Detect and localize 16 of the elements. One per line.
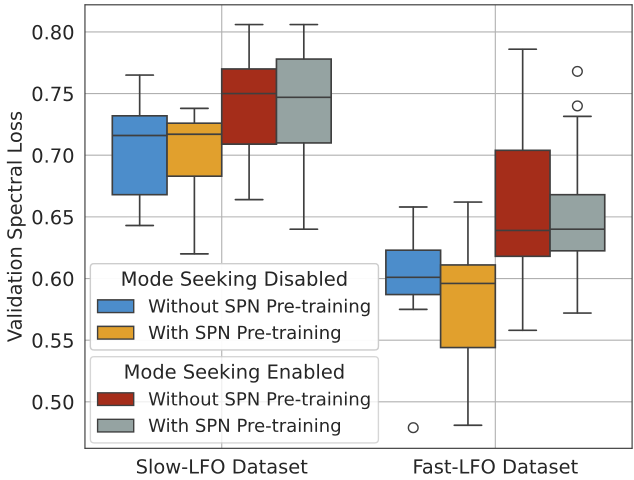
y-tick-label: 0.60 bbox=[32, 271, 74, 286]
y-tick-label: 0.80 bbox=[32, 24, 74, 40]
text: Mode Seeking Disabled bbox=[122, 270, 346, 290]
x-tick-label: Slow-LFO Dataset bbox=[136, 458, 308, 474]
legend-label: Without SPN Pre-training bbox=[148, 298, 370, 316]
legend-label: Without SPN Pre-training bbox=[148, 392, 370, 410]
y-tick-label: 0.55 bbox=[32, 333, 73, 348]
legend-label: With SPN Pre-training bbox=[148, 325, 340, 343]
text: Mode Seeking Enabled bbox=[126, 364, 344, 383]
y-axis-title: Validation Spectral Loss bbox=[6, 112, 26, 342]
y-tick-label: 0.70 bbox=[32, 148, 74, 163]
y-tick-label: 0.75 bbox=[32, 86, 73, 102]
legend-label: With SPN Pre-training bbox=[148, 418, 340, 436]
y-tick-label: 0.50 bbox=[32, 394, 74, 410]
x-tick-label: Fast-LFO Dataset bbox=[414, 459, 578, 474]
y-tick-label: 0.65 bbox=[32, 210, 73, 225]
